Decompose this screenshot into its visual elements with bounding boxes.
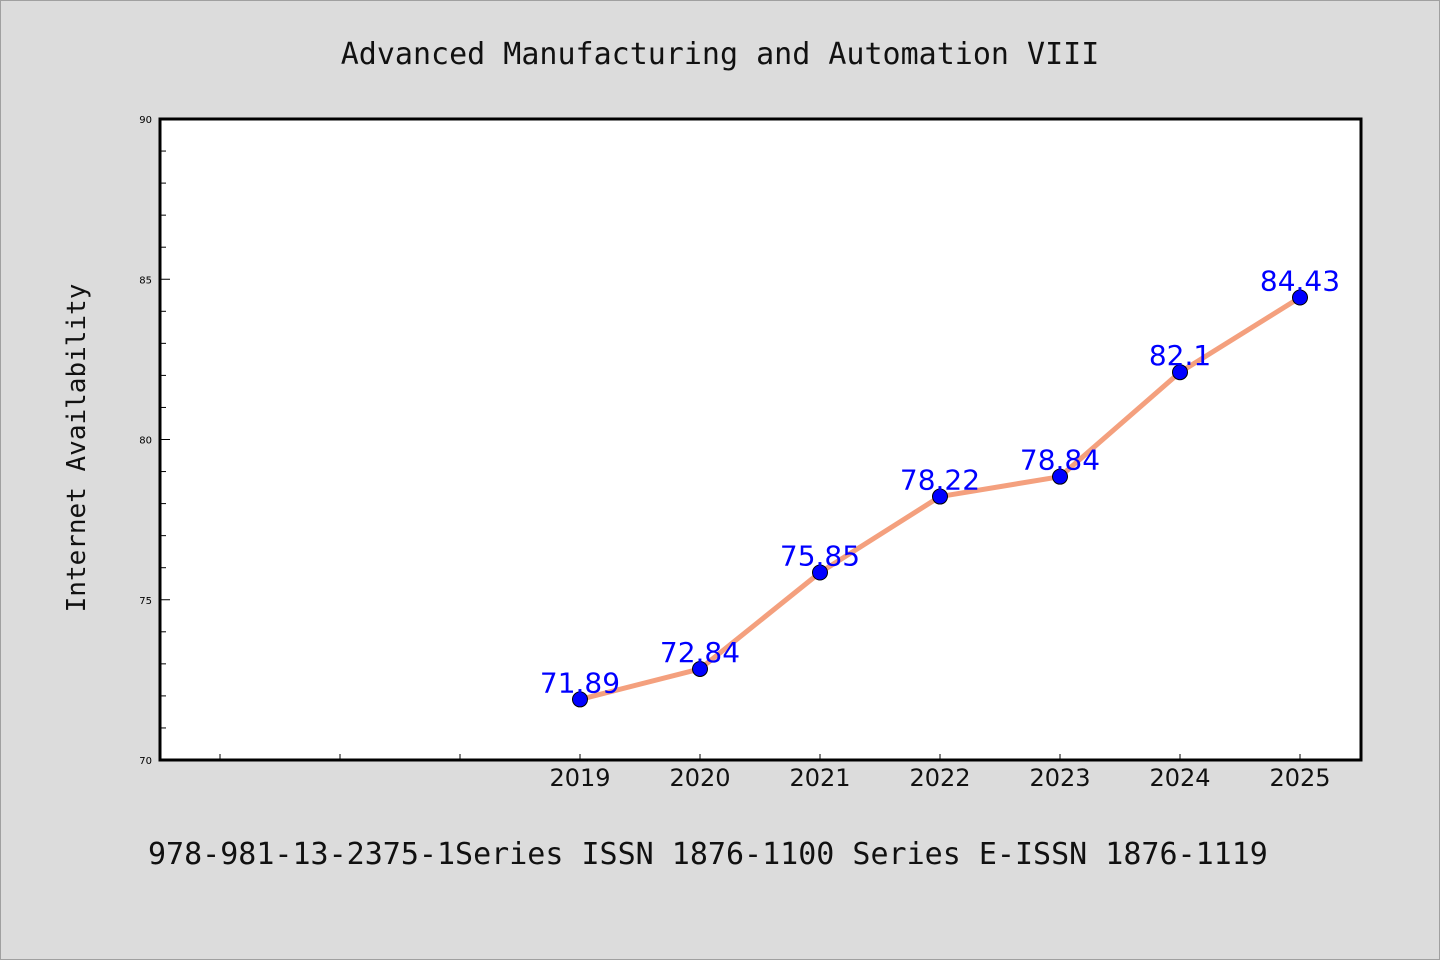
plot-area bbox=[158, 117, 1363, 762]
y-tick-label: 90 bbox=[139, 115, 152, 126]
data-label: 71.89 bbox=[540, 666, 620, 699]
x-tick-label: 2022 bbox=[909, 764, 970, 792]
x-tick-label: 2021 bbox=[789, 764, 850, 792]
data-label: 72.84 bbox=[660, 636, 740, 669]
data-label: 78.84 bbox=[1020, 444, 1100, 477]
data-point bbox=[1172, 364, 1188, 381]
y-axis-label: Internet Availability bbox=[62, 284, 92, 613]
x-axis-ticks: 2019 2020 2021 2022 2023 2024 2025 bbox=[219, 754, 1331, 792]
data-label: 82.1 bbox=[1149, 339, 1211, 372]
y-tick-label: 85 bbox=[139, 275, 152, 286]
y-tick-label: 80 bbox=[139, 436, 152, 447]
data-label: 75.85 bbox=[780, 540, 860, 573]
x-tick-label: 2020 bbox=[669, 764, 730, 792]
y-tick-label: 70 bbox=[139, 756, 152, 767]
x-tick-label: 2024 bbox=[1149, 764, 1210, 792]
data-label: 78.22 bbox=[900, 464, 980, 497]
x-tick-label: 2019 bbox=[549, 764, 610, 792]
series-line-group: 71.89 72.84 75.85 78.22 78.84 82.1 84.43 bbox=[540, 265, 1340, 708]
y-axis-ticks: 70 75 80 85 90 bbox=[139, 115, 170, 767]
data-point bbox=[692, 660, 708, 677]
x-tick-label: 2023 bbox=[1029, 764, 1090, 792]
data-point bbox=[1292, 289, 1308, 306]
y-tick-label: 75 bbox=[139, 596, 152, 607]
data-point bbox=[1052, 468, 1068, 485]
data-point bbox=[812, 564, 828, 581]
chart-title: Advanced Manufacturing and Automation VI… bbox=[341, 37, 1100, 72]
x-tick-label: 2025 bbox=[1269, 764, 1330, 792]
data-label: 84.43 bbox=[1260, 265, 1340, 298]
data-point bbox=[572, 691, 588, 708]
data-point bbox=[932, 488, 948, 505]
footer-isbn-issn: 978-981-13-2375-1Series ISSN 1876-1100 S… bbox=[148, 837, 1268, 872]
